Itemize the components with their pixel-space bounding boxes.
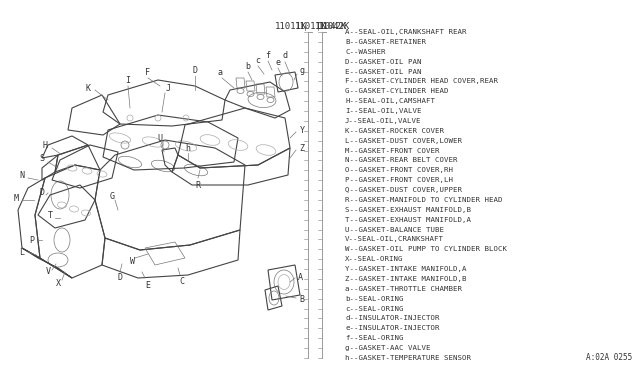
Text: S--GASKET-EXHAUST MANIFOLD,B: S--GASKET-EXHAUST MANIFOLD,B <box>345 207 471 213</box>
Text: d--INSULATOR-INJECTOR: d--INSULATOR-INJECTOR <box>345 315 440 321</box>
Text: X: X <box>56 279 61 288</box>
Text: K--GASKET-ROCKER COVER: K--GASKET-ROCKER COVER <box>345 128 444 134</box>
Text: O--GASKET-FRONT COVER,RH: O--GASKET-FRONT COVER,RH <box>345 167 453 173</box>
Text: h--GASKET-TEMPERATURE SENSOR: h--GASKET-TEMPERATURE SENSOR <box>345 355 471 361</box>
Text: L--GASKET-DUST COVER,LOWER: L--GASKET-DUST COVER,LOWER <box>345 138 462 144</box>
Text: I--SEAL-OIL,VALVE: I--SEAL-OIL,VALVE <box>345 108 422 114</box>
Text: a: a <box>218 67 223 77</box>
Text: Z--GASKET-INTAKE MANIFOLD,B: Z--GASKET-INTAKE MANIFOLD,B <box>345 276 467 282</box>
Text: D: D <box>40 187 45 196</box>
Text: S: S <box>40 154 45 163</box>
Text: D: D <box>193 65 198 74</box>
Text: G: G <box>109 192 115 201</box>
Text: b--SEAL-ORING: b--SEAL-ORING <box>345 296 403 302</box>
Text: f: f <box>266 51 271 60</box>
Text: 11042K: 11042K <box>315 22 348 31</box>
Text: g--GASKET-AAC VALVE: g--GASKET-AAC VALVE <box>345 345 431 351</box>
Text: W: W <box>129 257 134 266</box>
Text: T--GASKET-EXHAUST MANIFOLD,A: T--GASKET-EXHAUST MANIFOLD,A <box>345 217 471 223</box>
Text: N--GASKET-REAR BELT COVER: N--GASKET-REAR BELT COVER <box>345 157 458 163</box>
Text: U: U <box>157 134 163 142</box>
Text: A:02A 0255: A:02A 0255 <box>586 353 632 362</box>
Text: W--GASKET-OIL PUMP TO CYLINDER BLOCK: W--GASKET-OIL PUMP TO CYLINDER BLOCK <box>345 246 507 252</box>
Text: G--GASKET-CYLINDER HEAD: G--GASKET-CYLINDER HEAD <box>345 88 449 94</box>
Text: f--SEAL-ORING: f--SEAL-ORING <box>345 335 403 341</box>
Text: d: d <box>282 51 287 60</box>
Text: V: V <box>45 267 51 276</box>
Text: R: R <box>195 180 200 189</box>
Text: H: H <box>42 141 47 150</box>
Text: Z: Z <box>300 144 305 153</box>
Text: E: E <box>145 280 150 289</box>
Text: B: B <box>300 295 305 305</box>
Text: X--SEAL-ORING: X--SEAL-ORING <box>345 256 403 262</box>
Text: J--SEAL-OIL,VALVE: J--SEAL-OIL,VALVE <box>345 118 422 124</box>
Text: Q--GASKET-DUST COVER,UPPER: Q--GASKET-DUST COVER,UPPER <box>345 187 462 193</box>
Text: b: b <box>246 61 250 71</box>
Text: Y: Y <box>300 125 305 135</box>
Text: P--GASKET-FRONT COVER,LH: P--GASKET-FRONT COVER,LH <box>345 177 453 183</box>
Text: D--GASKET-OIL PAN: D--GASKET-OIL PAN <box>345 59 422 65</box>
Text: M--GASKET-FRONT COVER: M--GASKET-FRONT COVER <box>345 148 440 154</box>
Text: A--SEAL-OIL,CRANKSHAFT REAR: A--SEAL-OIL,CRANKSHAFT REAR <box>345 29 467 35</box>
Text: e--INSULATOR-INJECTOR: e--INSULATOR-INJECTOR <box>345 326 440 331</box>
Text: U--GASKET-BALANCE TUBE: U--GASKET-BALANCE TUBE <box>345 227 444 232</box>
Text: N: N <box>19 170 24 180</box>
Text: E--GASKET-OIL PAN: E--GASKET-OIL PAN <box>345 68 422 74</box>
Text: C: C <box>179 278 184 286</box>
Text: 11011K: 11011K <box>295 22 327 31</box>
Text: T: T <box>47 211 52 219</box>
Text: I: I <box>125 76 131 84</box>
Text: C--WASHER: C--WASHER <box>345 49 385 55</box>
Text: J: J <box>166 83 170 93</box>
Text: 11042K: 11042K <box>318 22 350 31</box>
Text: D: D <box>118 273 122 282</box>
Text: B--GASKET-RETAINER: B--GASKET-RETAINER <box>345 39 426 45</box>
Text: F--GASKET-CYLINDER HEAD COVER,REAR: F--GASKET-CYLINDER HEAD COVER,REAR <box>345 78 498 84</box>
Text: F: F <box>145 67 150 77</box>
Text: c--SEAL-ORING: c--SEAL-ORING <box>345 306 403 312</box>
Text: A: A <box>298 273 303 282</box>
Text: g: g <box>300 65 305 74</box>
Text: a--GASKET-THROTTLE CHAMBER: a--GASKET-THROTTLE CHAMBER <box>345 286 462 292</box>
Text: e: e <box>275 58 280 67</box>
Text: H--SEAL-OIL,CAMSHAFT: H--SEAL-OIL,CAMSHAFT <box>345 98 435 104</box>
Text: c: c <box>255 55 260 64</box>
Text: M: M <box>13 193 19 202</box>
Text: 11011K: 11011K <box>275 22 307 31</box>
Text: h: h <box>186 144 191 153</box>
Text: K: K <box>86 83 90 93</box>
Text: R--GASKET-MANIFOLD TO CYLINDER HEAD: R--GASKET-MANIFOLD TO CYLINDER HEAD <box>345 197 502 203</box>
Text: L: L <box>19 247 24 257</box>
Text: Y--GASKET-INTAKE MANIFOLD,A: Y--GASKET-INTAKE MANIFOLD,A <box>345 266 467 272</box>
Text: P: P <box>29 235 35 244</box>
Text: V--SEAL-OIL,CRANKSHAFT: V--SEAL-OIL,CRANKSHAFT <box>345 237 444 243</box>
